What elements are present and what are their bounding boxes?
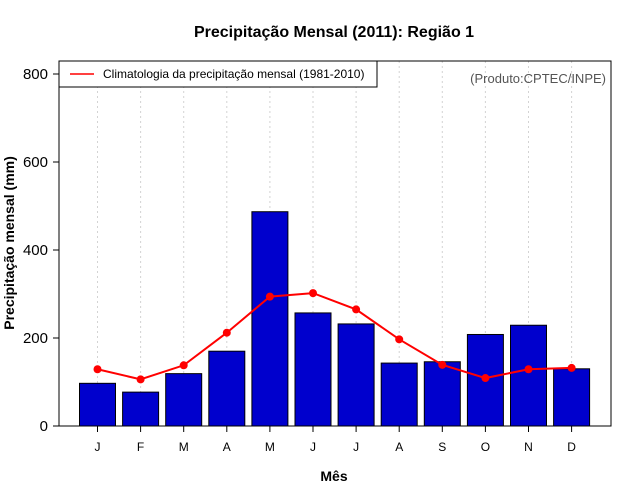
bar bbox=[251, 211, 289, 427]
climatology-point bbox=[309, 289, 317, 298]
climatology-point bbox=[481, 374, 490, 383]
vertical-grid bbox=[97, 61, 573, 426]
climatology-point bbox=[265, 292, 274, 301]
source-note: (Produto:CPTEC/INPE) bbox=[470, 71, 606, 86]
bar bbox=[122, 391, 160, 427]
climatology-point bbox=[395, 335, 404, 344]
x-tick-label: D bbox=[567, 440, 576, 454]
climatology-point bbox=[179, 361, 188, 370]
bar bbox=[337, 323, 375, 427]
y-tick-label: 400 bbox=[23, 242, 48, 259]
legend-box bbox=[58, 60, 378, 88]
chart-title: Precipitação Mensal (2011): Região 1 bbox=[194, 24, 474, 41]
climatology-point bbox=[567, 363, 576, 372]
climatology-point bbox=[136, 375, 145, 384]
y-tick-label: 0 bbox=[40, 418, 48, 435]
x-tick-label: F bbox=[137, 440, 144, 454]
legend: Climatologia da precipitação mensal (198… bbox=[58, 60, 378, 88]
x-axis-title: Mês bbox=[320, 468, 347, 484]
bar bbox=[380, 362, 418, 427]
y-tick-label: 200 bbox=[23, 330, 48, 347]
bar-series bbox=[79, 211, 591, 427]
x-tick-label: J bbox=[353, 440, 359, 454]
y-axis-title: Precipitação mensal (mm) bbox=[1, 156, 17, 330]
climatology-line bbox=[97, 292, 572, 381]
bar bbox=[294, 312, 332, 427]
climatology-point bbox=[438, 360, 447, 369]
x-tick-label: M bbox=[179, 440, 189, 454]
legend-label: Climatologia da precipitação mensal (198… bbox=[103, 67, 364, 81]
bar bbox=[165, 373, 203, 427]
climatology-point bbox=[222, 328, 231, 337]
x-tick-label: J bbox=[95, 440, 101, 454]
x-tick-label: M bbox=[265, 440, 275, 454]
x-tick-label: J bbox=[310, 440, 316, 454]
x-tick-label: S bbox=[438, 440, 446, 454]
climatology-point bbox=[524, 365, 533, 374]
bar bbox=[510, 324, 547, 427]
x-tick-label: A bbox=[395, 440, 403, 454]
x-tick-label: N bbox=[524, 440, 533, 454]
y-tick-label: 600 bbox=[23, 154, 48, 171]
bar bbox=[208, 350, 246, 427]
bar bbox=[553, 368, 591, 427]
climatology-point bbox=[352, 305, 361, 314]
bar bbox=[423, 361, 461, 427]
x-tick-label: O bbox=[481, 440, 490, 454]
bar bbox=[79, 382, 116, 427]
x-tick-label: A bbox=[223, 440, 231, 454]
climatology-line-series bbox=[93, 289, 576, 384]
y-axis: 0 200 400 600 800 bbox=[23, 66, 59, 435]
y-tick-label: 800 bbox=[23, 66, 48, 83]
climatology-point bbox=[93, 365, 102, 374]
